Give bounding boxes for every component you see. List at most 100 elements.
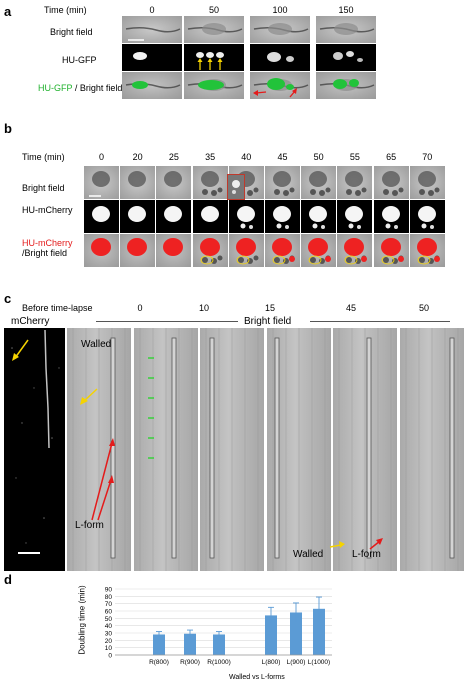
panel-b-yellow-circle: [200, 255, 213, 265]
panel-a-cell-svg: [196, 52, 224, 70]
panel-b-overlay-image: [156, 234, 192, 267]
panel-c-noise: [11, 347, 60, 544]
panel-b-yellow-circle: [344, 255, 358, 265]
panel-b-yellow-circle: [272, 255, 286, 265]
panel-b-bright-image: [373, 166, 409, 199]
panel-c-mcherry-label: mCherry: [11, 316, 50, 327]
panel-a-time-tick: 50: [208, 5, 219, 15]
panel-c-time-tick: 0: [137, 303, 143, 313]
panel-b-time-tick: 65: [386, 152, 397, 162]
panel-b-cell-svg: [273, 206, 291, 229]
panel-a-overlay-image: [250, 72, 310, 99]
panel-a-overlay-label-colored: HU-GFP: [38, 83, 73, 93]
panel-b-time-tick: 25: [168, 152, 179, 162]
panel-b-cell-svg: [128, 171, 147, 187]
panel-a-overlay-label: HU-GFP / Bright field: [38, 83, 122, 93]
panel-b-cell-svg: [416, 238, 440, 265]
panel-b-overlay-image: [409, 234, 445, 267]
panel-c-yellow-arrowhead: [12, 353, 19, 361]
chart-xtick-label: L(800): [262, 659, 281, 666]
panel-b-inset: [227, 174, 245, 200]
chart-xtick-label: L(900): [287, 659, 306, 666]
panel-b-overlay-image: [337, 234, 373, 267]
panel-b-yellow-circle: [381, 255, 394, 265]
panel-b-overlay-label-rest: /Bright field: [22, 248, 68, 258]
panel-c-filament: [209, 337, 215, 559]
panel-b-cell-svg: [273, 171, 295, 196]
panel-b-cell-svg: [199, 238, 223, 265]
panel-b-mcherry-image: [84, 200, 119, 233]
panel-b-mcherry-image: [156, 200, 192, 233]
panel-c-time-tick: 15: [264, 303, 275, 313]
panel-a-gfp-image: [250, 44, 310, 71]
panel-b-cell-svg: [128, 206, 147, 222]
panel-b-cell-svg: [127, 238, 148, 256]
panel-b-time-tick: 55: [349, 152, 360, 162]
panel-b-cell-svg: [417, 171, 440, 196]
panel-b-cell-svg: [381, 206, 400, 229]
panel-d-label: d: [4, 572, 12, 587]
panel-b-cell-svg: [92, 206, 110, 222]
panel-c-filament: [366, 337, 372, 559]
panel-b-cell-svg: [272, 238, 295, 265]
panel-b-bright-image: [301, 166, 337, 199]
panel-a-gfp-label: HU-GFP: [62, 55, 97, 65]
chart-ytick-label: 90: [105, 587, 113, 594]
panel-b-overlay-image: [120, 234, 156, 267]
panel-b-inset-svg: [232, 180, 240, 194]
chart-bar: [265, 615, 277, 655]
chart-xtick-label: R(900): [180, 659, 200, 666]
panel-a-overlay-image: [184, 72, 244, 99]
panel-b-mcherry-image: [192, 200, 228, 233]
chart-bar: [290, 612, 302, 655]
panel-b-overlay-image: [192, 234, 228, 267]
panel-a-bright-image: [184, 16, 244, 43]
chart-ytick-label: 50: [105, 616, 113, 623]
panel-c-filament: [171, 337, 176, 559]
chart-ytick-label: 20: [105, 638, 113, 645]
panel-b-mcherry-image: [409, 200, 445, 233]
chart-xtick-label: R(800): [149, 659, 169, 666]
panel-b-mcherry-label: HU-mCherry: [22, 205, 73, 215]
panel-c-brightfield-image: [266, 328, 331, 571]
panel-a-bright-image: [250, 16, 310, 43]
panel-a-gfp-image: [184, 44, 244, 71]
panel-c-lform-bottom-label: L-form: [352, 549, 381, 560]
panel-b-time-header: Time (min): [22, 152, 65, 162]
panel-a-time-tick: 0: [149, 5, 155, 15]
panel-b-time-tick: 20: [132, 152, 143, 162]
panel-b-bright-image: [192, 166, 228, 199]
panel-c-brightfield-image: [200, 328, 265, 571]
panel-b-overlay-image: [84, 234, 119, 267]
chart-bar: [313, 608, 325, 655]
panel-c-brightfield-image: [333, 328, 398, 571]
panel-c-walled-top-label: Walled: [81, 339, 112, 350]
panel-b-cell-svg: [89, 171, 110, 197]
panel-c-cell-svg: [72, 328, 126, 571]
panel-b-cell-svg: [200, 206, 219, 222]
panel-c-brightfield-image: [67, 328, 131, 571]
panel-b-cell-svg: [163, 238, 184, 256]
panel-b-cell-svg: [380, 238, 404, 265]
panel-c-lform-left-label: L-form: [75, 520, 104, 531]
panel-b-bright-image: [156, 166, 192, 199]
chart-ytick-label: 70: [105, 601, 113, 608]
panel-b-time-tick: 50: [313, 152, 324, 162]
panel-c-walled-bottom-label: Walled: [293, 549, 324, 560]
panel-c-time-tick: 10: [198, 303, 209, 313]
chart-xtick-label: R(1000): [207, 659, 230, 666]
panel-b-cell-svg: [308, 238, 332, 265]
panel-a-cell-svg: [267, 52, 294, 62]
panel-b-yellow-circle: [236, 255, 250, 265]
panel-c-label: c: [4, 291, 12, 306]
panel-b-cell-svg: [345, 206, 364, 229]
panel-b-yellow-circle: [308, 255, 322, 265]
panel-a-cell-svg: [253, 23, 309, 35]
panel-c-cell-svg: [272, 328, 326, 571]
panel-b-bright-image: [84, 166, 119, 199]
panel-b-overlay-image: [373, 234, 409, 267]
panel-a-overlay-label-rest: / Bright field: [72, 83, 123, 93]
panel-c-cell-svg: [338, 328, 392, 571]
panel-b-cell-svg: [164, 171, 183, 187]
panel-a-gfp-image: [122, 44, 182, 71]
